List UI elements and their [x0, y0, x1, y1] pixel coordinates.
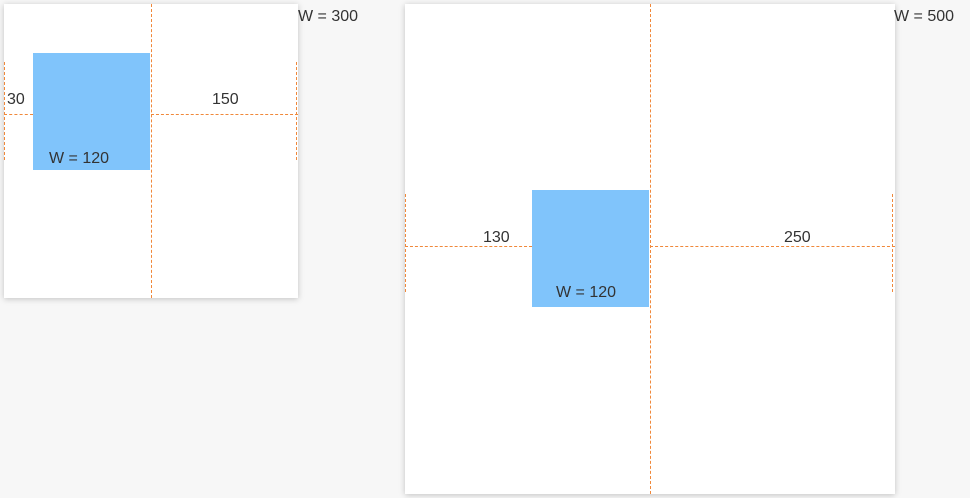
left-gap-label: 130	[483, 229, 510, 246]
right-gap-label: 150	[212, 91, 239, 108]
right-gap-label: 250	[784, 229, 811, 246]
box-width-label: W = 120	[49, 150, 110, 167]
gap-guide-left	[405, 246, 532, 247]
center-guide-vertical	[151, 4, 152, 298]
edge-tick-right	[296, 62, 297, 160]
box-width-label: W = 120	[556, 284, 617, 301]
canvas-w500: 130 250 W = 120	[405, 4, 895, 494]
canvas-w300: 30 150 W = 120	[4, 4, 298, 298]
center-guide-vertical	[650, 4, 651, 494]
gap-guide-right	[151, 114, 298, 115]
edge-tick-left	[4, 62, 5, 160]
box-w120	[33, 53, 150, 170]
edge-tick-right	[892, 194, 893, 292]
edge-tick-left	[405, 194, 406, 292]
canvas-width-label: W = 500	[894, 8, 955, 25]
box-w120	[532, 190, 649, 307]
left-gap-label: 30	[7, 91, 25, 108]
gap-guide-right	[650, 246, 895, 247]
canvas-width-label: W = 300	[298, 8, 359, 25]
gap-guide-left	[4, 114, 33, 115]
